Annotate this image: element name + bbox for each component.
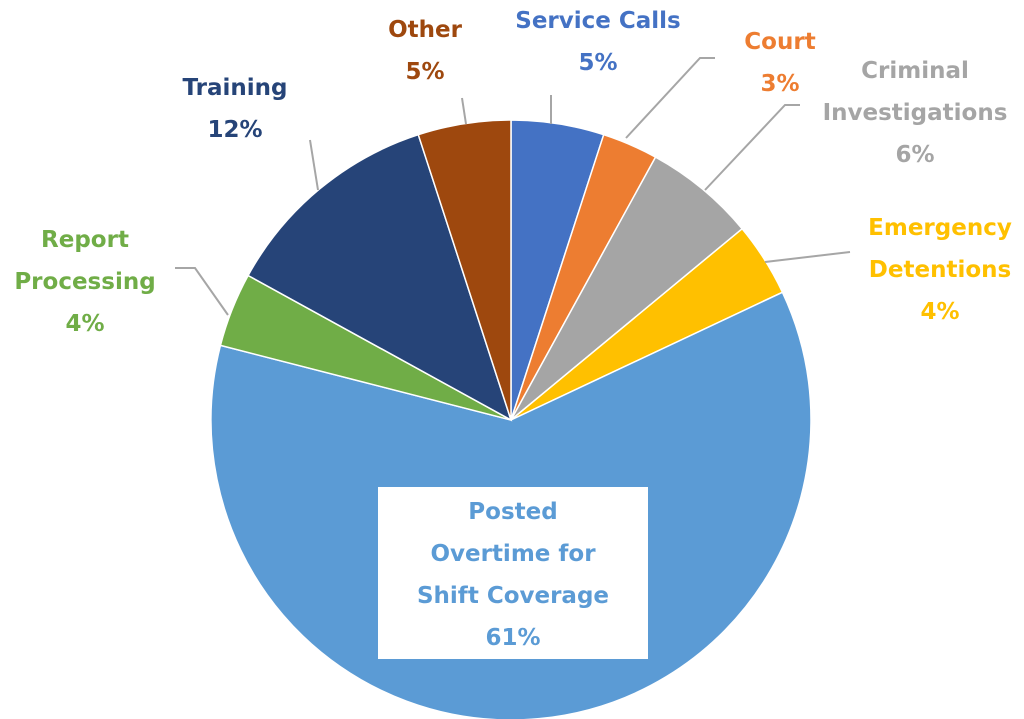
slice-label: Training 12% xyxy=(160,67,310,151)
value-label: 4% xyxy=(920,299,960,325)
slice-label: Emergency Detentions 4% xyxy=(850,207,1024,333)
leader-line xyxy=(704,104,800,191)
leader-line xyxy=(764,251,851,263)
slice-label: Criminal Investigations 6% xyxy=(805,50,1024,176)
leader-lines xyxy=(175,57,851,316)
category-name: Service Calls xyxy=(515,8,681,34)
pie-slice xyxy=(247,133,513,422)
value-label: 3% xyxy=(760,71,800,97)
pie-slice xyxy=(417,119,512,421)
leader-line xyxy=(309,139,319,191)
value-label: 5% xyxy=(578,50,618,76)
slice-label: Posted Overtime for Shift Coverage 61% xyxy=(378,487,648,659)
value-label: 61% xyxy=(485,625,541,651)
category-name: Criminal Investigations xyxy=(822,58,1008,126)
category-name: Court xyxy=(744,29,816,55)
value-label: 6% xyxy=(895,142,935,168)
category-name: Posted Overtime for Shift Coverage xyxy=(416,499,610,609)
slice-label: Report Processing 4% xyxy=(0,219,170,345)
leader-line xyxy=(625,57,715,139)
value-label: 12% xyxy=(207,117,263,143)
slice-label: Service Calls 5% xyxy=(488,0,708,84)
slice-label: Other 5% xyxy=(365,9,485,93)
slice-label: Court 3% xyxy=(720,21,840,105)
value-label: 5% xyxy=(405,59,445,85)
leader-line xyxy=(175,267,229,316)
category-name: Training xyxy=(182,75,288,101)
category-name: Emergency Detentions xyxy=(868,215,1012,283)
leader-line xyxy=(461,97,467,125)
category-name: Other xyxy=(388,17,462,43)
category-name: Report Processing xyxy=(14,227,156,295)
value-label: 4% xyxy=(65,311,105,337)
